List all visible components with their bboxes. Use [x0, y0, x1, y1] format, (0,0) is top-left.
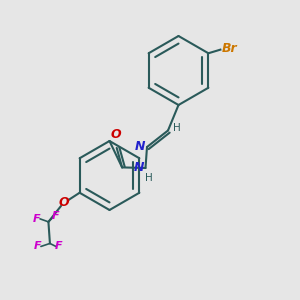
Text: O: O	[111, 128, 122, 141]
Text: H: H	[173, 123, 181, 133]
Text: Br: Br	[222, 42, 238, 55]
Text: F: F	[33, 214, 41, 224]
Text: H: H	[145, 173, 153, 183]
Text: O: O	[59, 196, 69, 209]
Text: F: F	[34, 242, 42, 251]
Text: F: F	[52, 212, 60, 221]
Text: F: F	[55, 242, 63, 251]
Text: N: N	[135, 140, 146, 153]
Text: N: N	[134, 161, 144, 174]
